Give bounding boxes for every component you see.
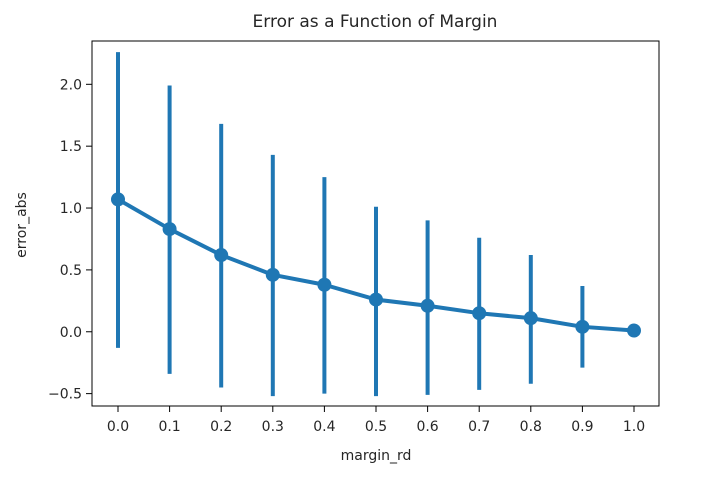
x-tick-label: 0.3	[262, 419, 284, 435]
x-tick-label: 0.9	[571, 419, 593, 435]
data-point	[472, 306, 487, 321]
x-tick-label: 1.0	[623, 419, 645, 435]
chart-title: Error as a Function of Margin	[253, 12, 498, 32]
data-point	[111, 192, 125, 207]
y-tick-label: 1.0	[60, 201, 82, 217]
data-point	[214, 248, 229, 263]
data-point	[265, 267, 280, 282]
x-tick-label: 0.7	[468, 419, 490, 435]
data-point	[420, 298, 435, 313]
x-tick-label: 0.1	[158, 419, 180, 435]
points	[111, 192, 641, 338]
x-tick-label: 0.4	[313, 419, 335, 435]
data-point	[162, 222, 177, 237]
x-tick-label: 0.0	[107, 419, 129, 435]
y-tick-label: 2.0	[60, 77, 82, 93]
y-tick-label: 1.5	[60, 139, 82, 155]
y-ticks: −0.5 0.0 0.5 1.0 1.5 2.0	[48, 77, 92, 403]
y-tick-label: 0.5	[60, 263, 82, 279]
x-ticks: 0.0 0.1 0.2 0.3 0.4 0.5 0.6 0.7 0.8 0.9 1.0	[107, 406, 645, 435]
data-point	[369, 292, 383, 307]
y-tick-label: 0.0	[60, 325, 82, 341]
y-tick-label: −0.5	[48, 387, 82, 403]
x-tick-label: 0.5	[365, 419, 387, 435]
x-tick-label: 0.8	[520, 419, 542, 435]
data-point	[627, 323, 641, 338]
data-point	[523, 311, 538, 326]
x-tick-label: 0.2	[210, 419, 232, 435]
x-axis-label: margin_rd	[341, 448, 412, 464]
y-axis-label: error_abs	[14, 192, 30, 258]
data-point	[575, 319, 590, 334]
data-point	[317, 277, 332, 292]
x-tick-label: 0.6	[416, 419, 438, 435]
